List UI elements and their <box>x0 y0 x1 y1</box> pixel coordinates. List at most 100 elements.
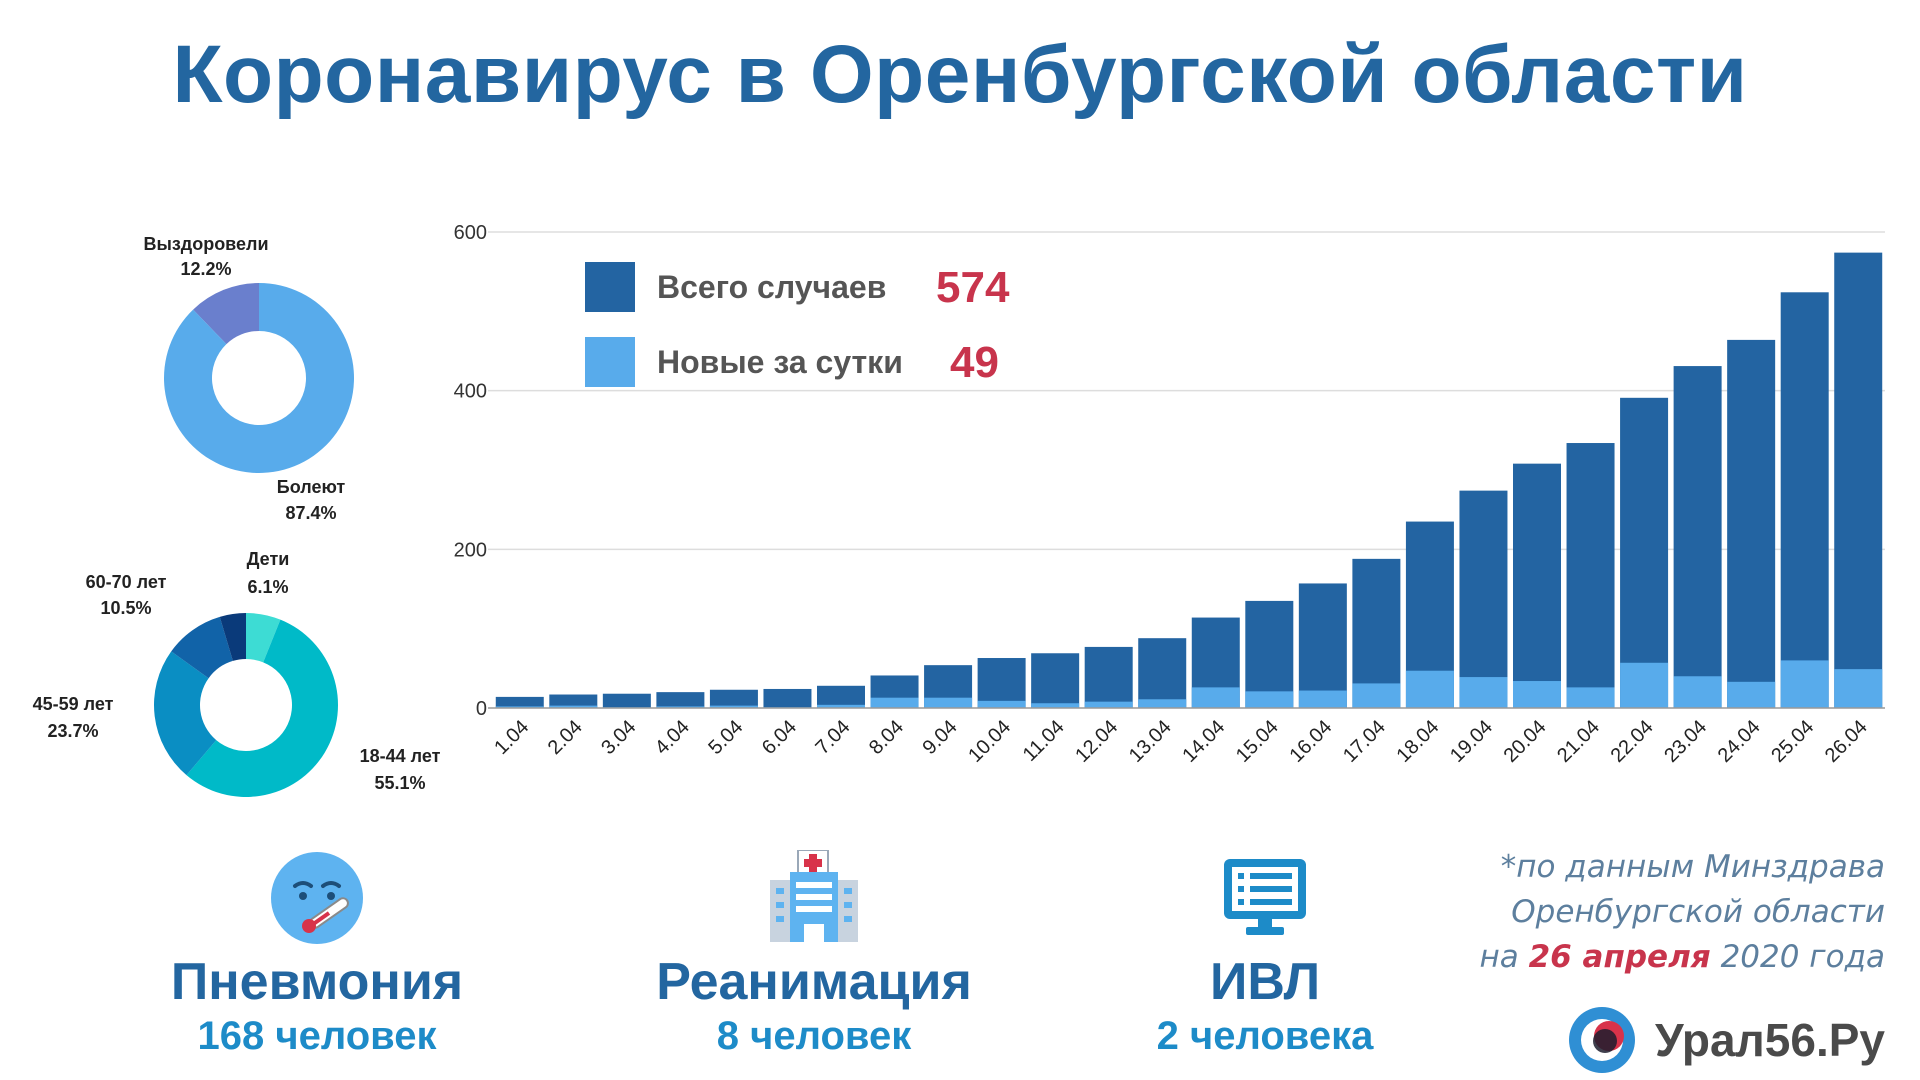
donut2-pct-45-59: 23.7% <box>47 721 98 741</box>
donut2-label-60-70: 60-70 лет <box>86 572 167 592</box>
x-tick-label: 7.04 <box>811 716 854 759</box>
legend-swatch-total <box>585 262 635 312</box>
bar-total <box>1780 292 1829 708</box>
hospital-icon <box>584 848 1044 948</box>
bar-new <box>495 706 544 708</box>
bar-new <box>977 700 1026 708</box>
donut1-label-recovered: Выздоровели <box>143 234 268 254</box>
thermometer-face-icon <box>87 848 547 948</box>
donut1-pct-recovered: 12.2% <box>180 259 231 279</box>
bar-total <box>709 689 758 708</box>
x-tick-label: 17.04 <box>1339 716 1390 767</box>
bar-new <box>1138 699 1187 708</box>
donut2-label-kids: Дети <box>247 549 290 569</box>
y-tick-label: 200 <box>454 539 487 561</box>
donut2-label-45-59: 45-59 лет <box>33 694 114 714</box>
bar-new <box>870 697 919 708</box>
stat-ventilator-name: ИВЛ <box>1209 953 1321 1011</box>
donut-slice <box>193 283 259 345</box>
x-tick-label: 14.04 <box>1178 716 1229 767</box>
stat-icu-value: 8 человек <box>716 1014 912 1058</box>
bar-total <box>1459 490 1508 708</box>
status-donut-chart <box>164 283 355 473</box>
bar-new <box>1673 676 1722 708</box>
x-tick-label: 11.04 <box>1019 716 1069 766</box>
x-tick-label: 15.04 <box>1232 716 1283 767</box>
page-title: Коронавирус в Оренбургской области <box>172 29 1748 120</box>
stat-ventilator: ИВЛ 2 человека <box>1035 848 1495 1059</box>
stat-icu: Реанимация 8 человек <box>584 848 1044 1059</box>
legend-label-total: Всего случаев <box>657 269 886 305</box>
x-tick-label: 23.04 <box>1660 716 1711 767</box>
bar-new <box>1084 701 1133 708</box>
x-tick-label: 18.04 <box>1393 716 1444 767</box>
bar-new <box>1513 681 1561 708</box>
x-tick-label: 25.04 <box>1767 716 1818 767</box>
donut1-label-sick: Болеют <box>277 477 346 497</box>
bar-total <box>1620 397 1669 708</box>
bar-total <box>549 694 598 708</box>
donut-slice <box>164 283 355 473</box>
bar-total <box>1513 463 1561 708</box>
brand-name: Урал56.Ру <box>1655 1014 1885 1066</box>
x-tick-label: 21.04 <box>1553 716 1604 767</box>
source-line-3: на 26 апреля 2020 года <box>1479 935 1885 980</box>
x-tick-label: 1.04 <box>490 716 533 759</box>
donut-slice <box>171 616 233 679</box>
bar-total <box>1673 366 1722 708</box>
x-tick-label: 13.04 <box>1125 716 1176 767</box>
x-tick-label: 10.04 <box>964 716 1015 767</box>
bar-new <box>817 704 865 708</box>
source-line-1: *по данным Минздрава <box>1500 849 1885 885</box>
bar-new <box>709 705 758 708</box>
x-tick-label: 19.04 <box>1446 716 1497 767</box>
y-tick-label: 0 <box>476 698 487 720</box>
bar-new <box>656 706 705 708</box>
bar-total <box>763 688 812 708</box>
legend-value-total: 574 <box>936 263 1010 312</box>
bar-new <box>1352 683 1401 708</box>
x-tick-label: 2.04 <box>544 716 587 759</box>
stat-icu-name: Реанимация <box>656 953 972 1011</box>
bar-total <box>1352 558 1401 708</box>
bar-new <box>1566 687 1615 708</box>
bar-new <box>1298 690 1347 708</box>
bar-total <box>1727 339 1776 708</box>
brand-circle-icon <box>1569 1007 1636 1073</box>
bar-new <box>1191 687 1240 708</box>
bar-new <box>549 705 598 708</box>
y-tick-label: 400 <box>454 381 487 403</box>
bar-new <box>1031 703 1080 708</box>
x-tick-label: 4.04 <box>651 716 694 759</box>
stat-pneumonia-value: 168 человек <box>197 1014 437 1058</box>
x-tick-label: 12.04 <box>1071 716 1122 767</box>
x-tick-label: 5.04 <box>704 716 747 759</box>
legend-value-new: 49 <box>950 338 999 387</box>
donut2-pct-kids: 6.1% <box>247 577 288 597</box>
bar-total <box>495 696 544 708</box>
donut-slice <box>186 619 338 797</box>
bar-total <box>1298 583 1347 708</box>
bar-new <box>1834 669 1883 708</box>
donut-slice <box>246 613 281 663</box>
bar-total <box>1566 443 1615 708</box>
bar-total <box>1138 638 1187 708</box>
source-line-2: Оренбургской области <box>1511 894 1885 930</box>
bar-new <box>924 697 973 708</box>
monitor-icon <box>1035 848 1495 948</box>
x-tick-label: 22.04 <box>1607 716 1658 767</box>
source-line-3-pre: на <box>1479 939 1519 975</box>
legend-swatch-new <box>585 337 635 387</box>
stat-pneumonia-name: Пневмония <box>170 953 464 1011</box>
bar-new <box>1780 660 1829 708</box>
donut2-pct-60-70: 10.5% <box>100 598 151 618</box>
donut1-pct-sick: 87.4% <box>285 503 336 523</box>
bar-new <box>1620 662 1669 708</box>
donut2-pct-18-44: 55.1% <box>374 773 425 793</box>
stat-ventilator-value: 2 человека <box>1156 1014 1374 1058</box>
y-tick-label: 600 <box>454 222 487 244</box>
x-tick-label: 9.04 <box>919 716 962 759</box>
brand-logo[interactable]: Урал56.Ру <box>1567 1005 1885 1075</box>
source-line-3-post: 2020 года <box>1720 939 1885 975</box>
